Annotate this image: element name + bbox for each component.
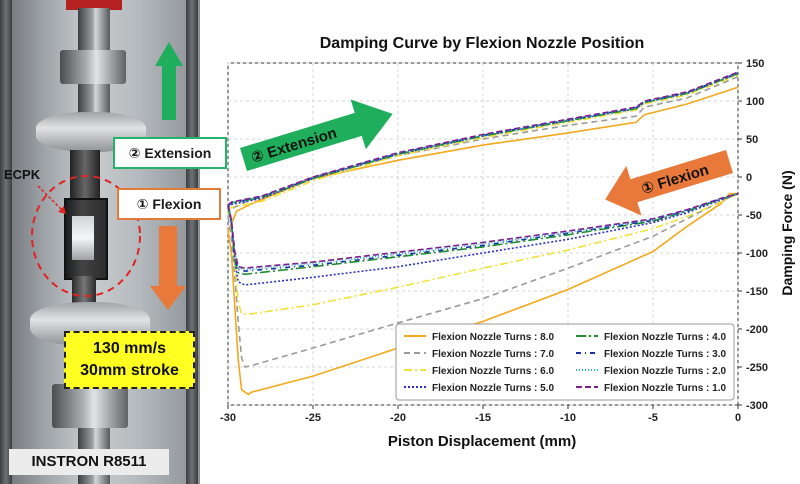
stroke-text: 30mm stroke [80, 362, 179, 379]
tick-labels: -30 -25 -20 -15 -10 -5 0150100500-50-100-150-2… [220, 58, 768, 424]
y-tick-label: -50 [746, 210, 762, 222]
series-6 [227, 72, 739, 273]
lower-collar [52, 384, 128, 428]
series-1 [227, 86, 739, 396]
down-arrow-icon [150, 226, 186, 310]
frame-pillar-left [0, 0, 12, 484]
flexion-label-box: ① Flexion [117, 188, 221, 220]
specimen-window [72, 216, 94, 260]
x-tick-label: 0 [735, 412, 741, 424]
y-tick-label: 0 [746, 172, 752, 184]
x-tick-label: -25 [305, 412, 321, 424]
x-tick-label: -5 [648, 412, 658, 424]
x-tick-label: -10 [560, 412, 576, 424]
flexion-arrow-shape [605, 150, 734, 216]
series-line-upper [227, 75, 739, 217]
legend-entry: Flexion Nozzle Turns : 8.0 [432, 332, 554, 343]
y-tick-label: -150 [746, 286, 768, 298]
extension-label-box: ② Extension [113, 137, 227, 169]
upper-rod-lower [78, 84, 110, 114]
y-axis-label: Damping Force (N) [779, 170, 795, 295]
x-tick-label: -30 [220, 412, 236, 424]
ecpk-label: ECPK [4, 167, 41, 182]
test-speed-box: 130 mm/s 30mm stroke [64, 331, 195, 389]
series-line-lower [227, 192, 739, 276]
series-3 [227, 74, 739, 315]
legend-entry: Flexion Nozzle Turns : 7.0 [432, 349, 554, 360]
legend: Flexion Nozzle Turns : 8.0 Flexion Nozzle… [395, 323, 735, 401]
y-tick-label: 150 [746, 58, 764, 70]
y-tick-label: 50 [746, 134, 758, 146]
series-lines [227, 71, 739, 396]
legend-box [395, 323, 735, 401]
series-line-lower [227, 192, 738, 396]
lower-clamp [72, 276, 96, 306]
series-line-lower [227, 192, 739, 273]
extension-arrow-shape [240, 99, 393, 171]
ecpk-highlight-circle [31, 175, 141, 297]
upper-collar [60, 50, 126, 84]
series-line-upper [227, 86, 739, 231]
y-tick-label: -250 [746, 362, 768, 374]
damping-chart: Damping Curve by Flexion Nozzle Position… [220, 35, 795, 450]
series-line-lower [227, 192, 739, 368]
ecpk-pointer-arrow-head [58, 206, 66, 214]
y-tick-label: 100 [746, 96, 764, 108]
x-axis-label: Piston Displacement (mm) [388, 433, 576, 450]
x-tick-label: -15 [475, 412, 491, 424]
series-line-upper [227, 71, 739, 206]
legend-entry: Flexion Nozzle Turns : 1.0 [604, 383, 726, 394]
machine-label: INSTRON R8511 [9, 449, 169, 475]
series-line-lower [227, 192, 739, 315]
series-line-lower [227, 192, 739, 270]
test-rig-photo: ECPK INSTRON R8511 130 mm/s 30mm stroke [0, 0, 200, 484]
legend-entry: Flexion Nozzle Turns : 5.0 [432, 383, 554, 394]
x-tick-label: -20 [390, 412, 406, 424]
legend-entry: Flexion Nozzle Turns : 6.0 [432, 366, 554, 377]
legend-entry: Flexion Nozzle Turns : 4.0 [604, 332, 726, 343]
up-arrow-icon [155, 42, 183, 120]
speed-text: 130 mm/s [93, 340, 166, 357]
series-line-upper [227, 72, 739, 207]
upper-clamp [70, 150, 100, 198]
chart-title: Damping Curve by Flexion Nozzle Position [320, 35, 644, 52]
series-5 [227, 72, 739, 276]
actuator-top-red [66, 0, 122, 10]
photo-overlay [31, 42, 186, 310]
y-tick-label: -300 [746, 400, 768, 412]
series-8 [227, 71, 739, 270]
y-tick-label: -200 [746, 324, 768, 336]
legend-entry: Flexion Nozzle Turns : 3.0 [604, 349, 726, 360]
legend-entry: Flexion Nozzle Turns : 2.0 [604, 366, 726, 377]
y-tick-label: -100 [746, 248, 768, 260]
series-2 [227, 75, 739, 368]
